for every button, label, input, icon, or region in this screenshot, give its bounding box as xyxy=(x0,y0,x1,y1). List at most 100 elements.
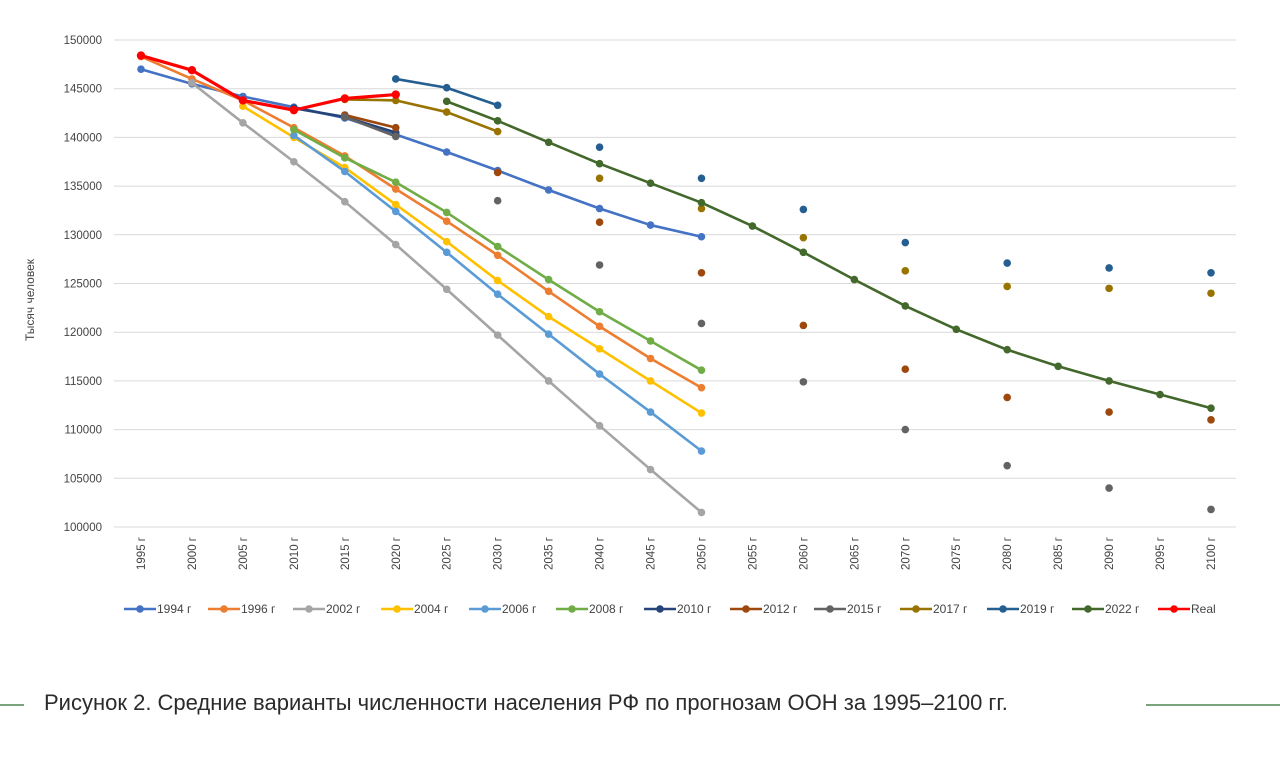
legend-marker xyxy=(742,605,750,613)
data-point xyxy=(544,275,553,284)
data-point xyxy=(442,108,451,116)
series-2015-г xyxy=(341,113,1215,514)
legend-item: 2017 г xyxy=(900,602,968,616)
legend-marker xyxy=(568,605,576,613)
legend-label: 2010 г xyxy=(677,602,712,616)
data-point xyxy=(442,285,451,294)
data-point xyxy=(697,447,706,455)
series-2022-г xyxy=(442,97,1215,412)
x-tick-label: 2090 г xyxy=(1104,537,1116,570)
legend-label: 1994 г xyxy=(157,602,192,616)
data-point xyxy=(187,65,197,75)
data-point xyxy=(391,123,400,132)
x-tick-label: 2080 г xyxy=(1002,537,1014,570)
series-2002-г xyxy=(188,79,706,517)
data-point xyxy=(595,174,604,183)
data-point xyxy=(544,312,553,321)
figure-caption-row: Рисунок 2. Средние варианты численности … xyxy=(0,686,1280,726)
y-tick-label: 135000 xyxy=(64,181,102,193)
data-point xyxy=(442,83,451,92)
legend-marker xyxy=(220,605,228,613)
chart: 100000 105000 110000 115000 120000 125000 1300… xyxy=(23,35,1236,616)
legend-item: 2002 г xyxy=(293,602,361,616)
data-point xyxy=(391,178,400,187)
data-point xyxy=(901,302,910,310)
data-point xyxy=(901,425,910,434)
legend-marker xyxy=(912,605,920,613)
data-point xyxy=(544,287,553,296)
series-line xyxy=(343,98,499,133)
series-2012-г xyxy=(341,111,1215,424)
y-axis-label: Тысяч человек xyxy=(23,258,37,341)
data-point xyxy=(799,321,808,330)
data-point xyxy=(137,65,145,74)
x-tick-label: 2035 г xyxy=(544,537,556,570)
data-point xyxy=(238,96,248,105)
data-point xyxy=(442,217,451,225)
x-tick-label: 2010 г xyxy=(289,537,301,570)
data-point xyxy=(1105,408,1113,416)
data-point xyxy=(442,208,451,217)
data-point xyxy=(1207,289,1215,298)
data-point xyxy=(188,79,196,87)
legend-item: 2004 г xyxy=(381,602,449,616)
data-point xyxy=(544,377,553,385)
y-axis-ticks: 100000 105000 110000 115000 120000 125000 1300… xyxy=(64,35,102,534)
data-point xyxy=(493,117,502,125)
series-line xyxy=(139,53,398,112)
series-2004-г xyxy=(239,102,706,417)
data-point xyxy=(1105,284,1113,293)
series-line xyxy=(241,104,703,415)
legend-marker xyxy=(826,605,834,613)
data-point xyxy=(799,233,808,242)
y-tick-label: 145000 xyxy=(64,84,102,96)
legend-item: 2006 г xyxy=(469,602,537,616)
data-point xyxy=(341,113,349,121)
series-line xyxy=(343,115,398,138)
x-tick-label: 2070 г xyxy=(900,537,912,570)
legend-item: 1994 г xyxy=(124,602,192,616)
data-point xyxy=(697,268,706,277)
data-point xyxy=(697,409,706,417)
x-axis-ticks: 1995 г 2000 г 2005 г 2010 г 2015 г 2020 г 2025… xyxy=(136,537,1218,570)
data-point xyxy=(952,325,961,334)
data-point xyxy=(544,138,553,147)
y-tick-label: 130000 xyxy=(64,230,102,242)
legend-label: 2004 г xyxy=(414,602,449,616)
legend-label: 2008 г xyxy=(589,602,624,616)
legend-label: 2012 г xyxy=(763,602,798,616)
legend-item: 2015 г xyxy=(814,602,882,616)
data-point xyxy=(697,366,706,374)
data-point xyxy=(239,118,247,127)
caption-line-right xyxy=(1146,704,1280,706)
data-point xyxy=(391,75,400,83)
legend-marker xyxy=(999,605,1007,613)
series-2006-г xyxy=(290,131,706,455)
data-point xyxy=(290,125,298,134)
data-point xyxy=(289,105,299,115)
data-point xyxy=(595,370,604,378)
legend-label: Real xyxy=(1191,602,1216,616)
caption-line-left xyxy=(0,704,24,706)
legend-label: 1996 г xyxy=(241,602,276,616)
legend-label: 2019 г xyxy=(1020,602,1055,616)
x-tick-label: 2030 г xyxy=(493,537,505,570)
x-tick-label: 2055 г xyxy=(747,537,759,570)
data-point xyxy=(493,127,502,136)
x-tick-label: 2015 г xyxy=(340,537,352,570)
data-point xyxy=(391,200,400,209)
y-tick-label: 105000 xyxy=(64,473,102,485)
legend-marker xyxy=(136,605,144,613)
legend-marker xyxy=(305,605,313,613)
legend-marker xyxy=(393,605,401,613)
data-point xyxy=(697,319,706,328)
data-point xyxy=(595,322,604,331)
data-point xyxy=(239,102,247,111)
data-point xyxy=(341,167,349,176)
gridlines xyxy=(114,39,1236,528)
data-point xyxy=(595,143,604,151)
data-point xyxy=(1003,259,1011,267)
data-point xyxy=(901,365,910,374)
x-tick-label: 2095 г xyxy=(1155,537,1167,570)
data-point xyxy=(646,179,655,187)
